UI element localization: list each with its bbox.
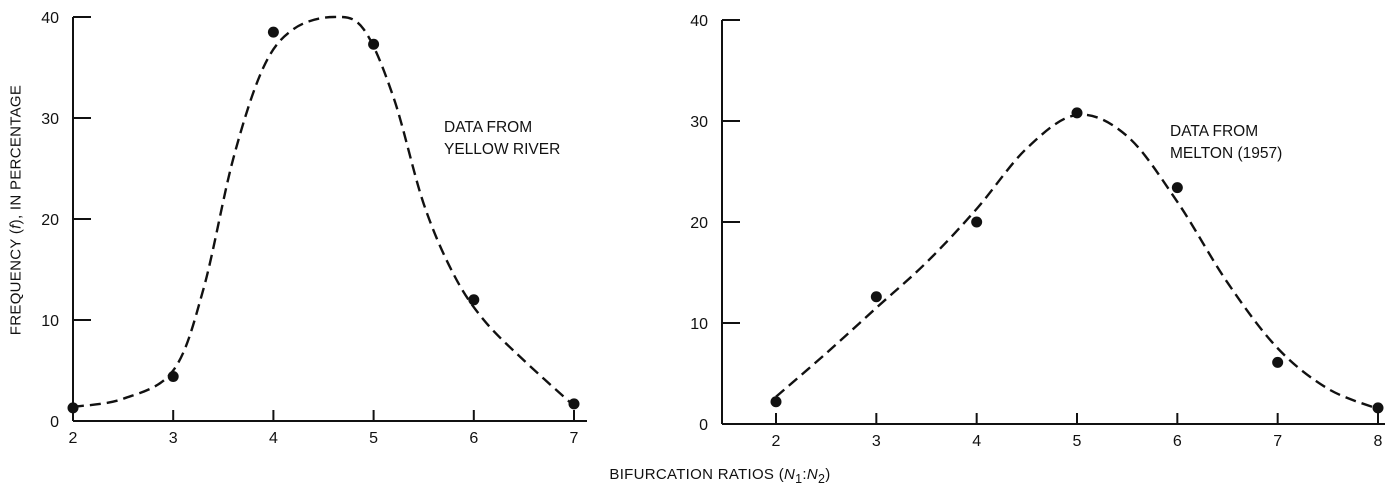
y-tick-label: 40 xyxy=(690,13,708,30)
chart-annotation: YELLOW RIVER xyxy=(444,141,560,158)
x-tick-label: 7 xyxy=(1273,433,1282,450)
data-point xyxy=(368,38,380,50)
x-tick-label: 3 xyxy=(169,430,178,447)
x-label-n1-sub: 1 xyxy=(795,472,803,486)
x-label-n1: N xyxy=(784,466,796,483)
x-axis-label: BIFURCATION RATIOS (N1:N2) xyxy=(609,466,831,486)
data-point xyxy=(1171,182,1183,194)
x-tick-label: 5 xyxy=(369,430,378,447)
y-tick-label: 0 xyxy=(50,414,59,431)
data-point xyxy=(67,402,79,414)
fitted-curve xyxy=(775,113,1379,410)
y-tick-label: 0 xyxy=(699,417,708,434)
data-point xyxy=(468,294,480,306)
x-tick-label: 3 xyxy=(872,433,881,450)
y-tick-label: 30 xyxy=(690,114,708,131)
y-axis-label-container: FREQUENCY (f), IN PERCENTAGE xyxy=(2,0,30,420)
data-point xyxy=(1071,107,1083,119)
y-tick-label: 10 xyxy=(690,316,708,333)
x-tick-label: 6 xyxy=(1173,433,1182,450)
y-tick-label: 40 xyxy=(41,10,59,27)
data-point xyxy=(167,371,179,383)
y-axis-label: FREQUENCY (f), IN PERCENTAGE xyxy=(7,84,25,336)
chart-yellow-river: 0 10 20 30 40 2 3 4 5 6 7 DATA FROM YELLOW RIVER xyxy=(41,10,587,447)
y-tick-label: 10 xyxy=(41,313,59,330)
data-point xyxy=(568,398,580,410)
x-tick-label: 4 xyxy=(972,433,981,450)
chart-annotation: MELTON (1957) xyxy=(1170,145,1282,162)
chart-annotation: DATA FROM xyxy=(1170,123,1258,140)
data-point xyxy=(1372,402,1384,414)
x-tick-label: 6 xyxy=(469,430,478,447)
x-tick-label: 5 xyxy=(1073,433,1082,450)
y-tick-label: 20 xyxy=(690,215,708,232)
y-tick-label: 30 xyxy=(41,111,59,128)
chart-melton: 0 10 20 30 40 2 3 4 5 6 7 8 DATA FROM MELTON (1957) xyxy=(690,13,1385,450)
x-tick-label: 8 xyxy=(1374,433,1383,450)
y-tick-label: 20 xyxy=(41,212,59,229)
x-label-n2-sub: 2 xyxy=(818,472,826,486)
x-tick-label: 2 xyxy=(69,430,78,447)
x-label-n2: N xyxy=(806,466,819,483)
data-point xyxy=(267,26,279,38)
fitted-curve xyxy=(72,15,575,409)
data-point xyxy=(971,216,983,228)
chart-annotation: DATA FROM xyxy=(444,119,532,136)
x-tick-label: 7 xyxy=(570,430,579,447)
x-tick-label: 4 xyxy=(269,430,278,447)
x-tick-label: 2 xyxy=(772,433,781,450)
y-label-f: f xyxy=(7,224,25,229)
data-point xyxy=(770,396,782,408)
data-point xyxy=(1272,356,1284,368)
data-point xyxy=(870,291,882,303)
